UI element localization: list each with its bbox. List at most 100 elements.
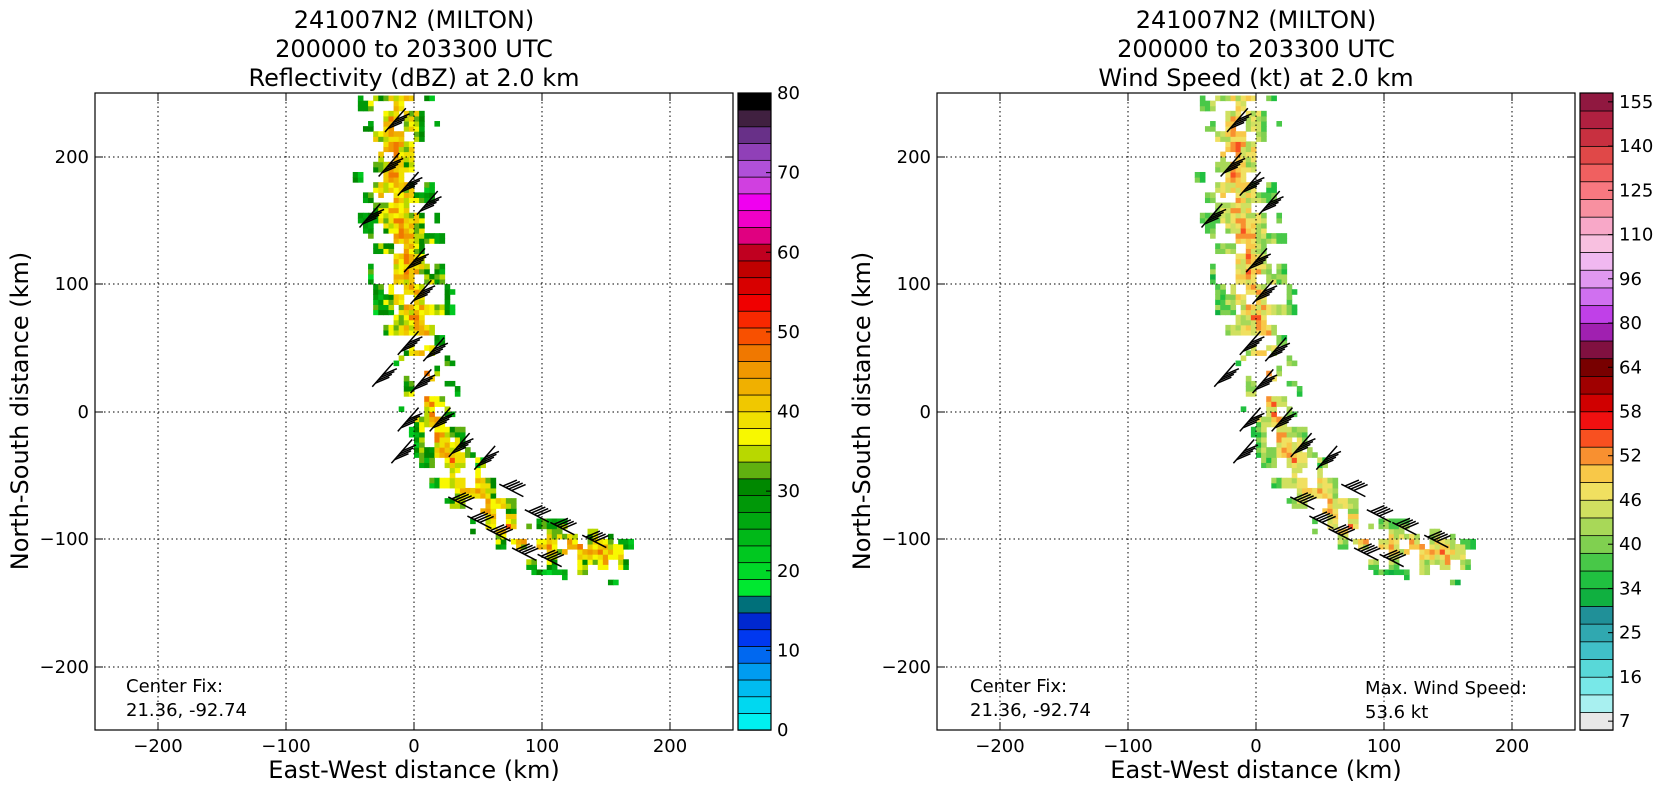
y-tick-label: 100 [897,274,931,295]
colorbar-swatch [737,360,772,379]
colorbar-swatch [737,377,772,396]
colorbar-swatch [1579,641,1614,660]
colorbar-swatch [1579,605,1614,625]
colorbar-swatch [1579,234,1614,253]
colorbar-swatch [1579,517,1614,537]
colorbar-tick-label: 40 [1619,534,1642,555]
colorbar-swatch [737,109,772,128]
colorbar-tick-label: 155 [1619,92,1653,113]
colorbar-swatch [737,310,772,329]
colorbar-swatch [1579,198,1614,218]
colorbar-tick-label: 50 [777,322,800,343]
colorbar-swatch [737,126,772,144]
colorbar-swatch [1579,588,1614,607]
colorbar-tick-label: 52 [1619,446,1642,467]
colorbar-tick-label: 0 [777,720,788,741]
colorbar-swatch [737,612,772,631]
colorbar-swatch [1579,676,1614,696]
colorbar-swatch [1579,570,1614,590]
colorbar-swatch [1579,340,1614,360]
y-tick-label: 100 [55,274,89,295]
x-tick-label: −200 [133,736,182,757]
x-tick-label: 0 [1250,736,1261,757]
colorbar-wind-speed: 7 16 25 34 40 46 52 58 64 80 96 110 125 140 155 [1579,92,1653,732]
colorbar-swatch [1579,145,1614,165]
colorbar-swatch [1579,411,1614,430]
colorbar-swatch [737,444,772,463]
y-tick-label: −200 [40,657,89,678]
y-tick-label: 0 [920,402,931,423]
colorbar-swatch [737,411,772,429]
y-axis-label: North-South distance (km) [6,252,34,571]
x-tick-label: 100 [525,736,559,757]
colorbar-swatch [737,696,772,714]
panel-wind-speed: 241007N2 (MILTON) 200000 to 203300 UTC W… [848,6,1653,784]
colorbar-swatch [1579,428,1614,448]
title-line-1: 241007N2 (MILTON) [294,6,535,34]
reflectivity-field [352,95,634,586]
y-tick-label: 0 [78,402,89,423]
x-ticks [95,93,733,730]
colorbar-swatch [737,545,772,564]
colorbar-tick-label: 96 [1619,269,1642,290]
colorbar-swatch [737,159,772,178]
colorbar-swatch [737,427,772,446]
x-tick-label: 100 [1367,736,1401,757]
panel-reflectivity: 241007N2 (MILTON) 200000 to 203300 UTC R… [6,6,800,784]
max-wind-speed-label: Max. Wind Speed: [1365,678,1527,699]
x-tick-label: −100 [1103,736,1152,757]
x-tick-label: 200 [653,736,687,757]
colorbar-swatch [1579,694,1614,714]
colorbar-swatch [737,344,772,362]
colorbar-swatch [737,260,772,279]
colorbar-swatch [737,327,772,346]
colorbar-tick-label: 16 [1619,667,1642,688]
colorbar-tick-label: 125 [1619,180,1653,201]
colorbar-reflectivity: 0 10 20 30 40 50 60 70 80 [737,83,800,741]
colorbar-swatch [1579,375,1614,395]
colorbar-swatch [1579,499,1614,519]
x-axis-label: East-West distance (km) [268,756,559,784]
colorbar-tick-label: 80 [777,83,800,104]
colorbar-tick-label: 58 [1619,402,1642,423]
colorbar-swatch [737,662,772,681]
x-tick-label: −100 [261,736,310,757]
center-fix-label: Center Fix: [126,676,223,697]
colorbar-swatch [737,712,772,731]
colorbar-swatch [737,461,772,480]
x-tick-label: 200 [1495,736,1529,757]
colorbar-tick-label: 25 [1619,623,1642,644]
colorbar-swatch [737,142,772,161]
colorbar-tick-label: 60 [777,242,800,263]
colorbar-swatch [737,679,772,698]
title-line-2: 200000 to 203300 UTC [275,35,553,63]
title-line-3: Reflectivity (dBZ) at 2.0 km [249,64,580,92]
x-ticks [937,93,1575,730]
colorbar-swatch [737,494,772,513]
title-line-2: 200000 to 203300 UTC [1117,35,1395,63]
colorbar-swatch [1579,216,1614,236]
x-axis-label: East-West distance (km) [1110,756,1401,784]
colorbar-swatch [1579,287,1614,307]
colorbar-tick-label: 30 [777,481,800,502]
x-tick-label: 0 [408,736,419,757]
colorbar-swatch [737,595,772,614]
grid [95,93,733,730]
center-fix-label: Center Fix: [970,676,1067,697]
colorbar-swatch [1579,481,1614,501]
colorbar-swatch [1579,658,1614,678]
title-line-1: 241007N2 (MILTON) [1136,6,1377,34]
colorbar-swatch [1579,393,1614,413]
y-tick-label: 200 [55,147,89,168]
colorbar-tick-label: 110 [1619,225,1653,246]
wind-speed-field [1194,95,1476,586]
colorbar-swatch [1579,304,1614,324]
title-line-3: Wind Speed (kt) at 2.0 km [1098,64,1413,92]
colorbar-swatch [737,293,772,312]
colorbar-swatch [737,478,772,497]
colorbar-swatch [737,528,772,547]
y-tick-label: −200 [882,657,931,678]
colorbar-tick-label: 80 [1619,313,1642,334]
x-tick-label: −200 [975,736,1024,757]
